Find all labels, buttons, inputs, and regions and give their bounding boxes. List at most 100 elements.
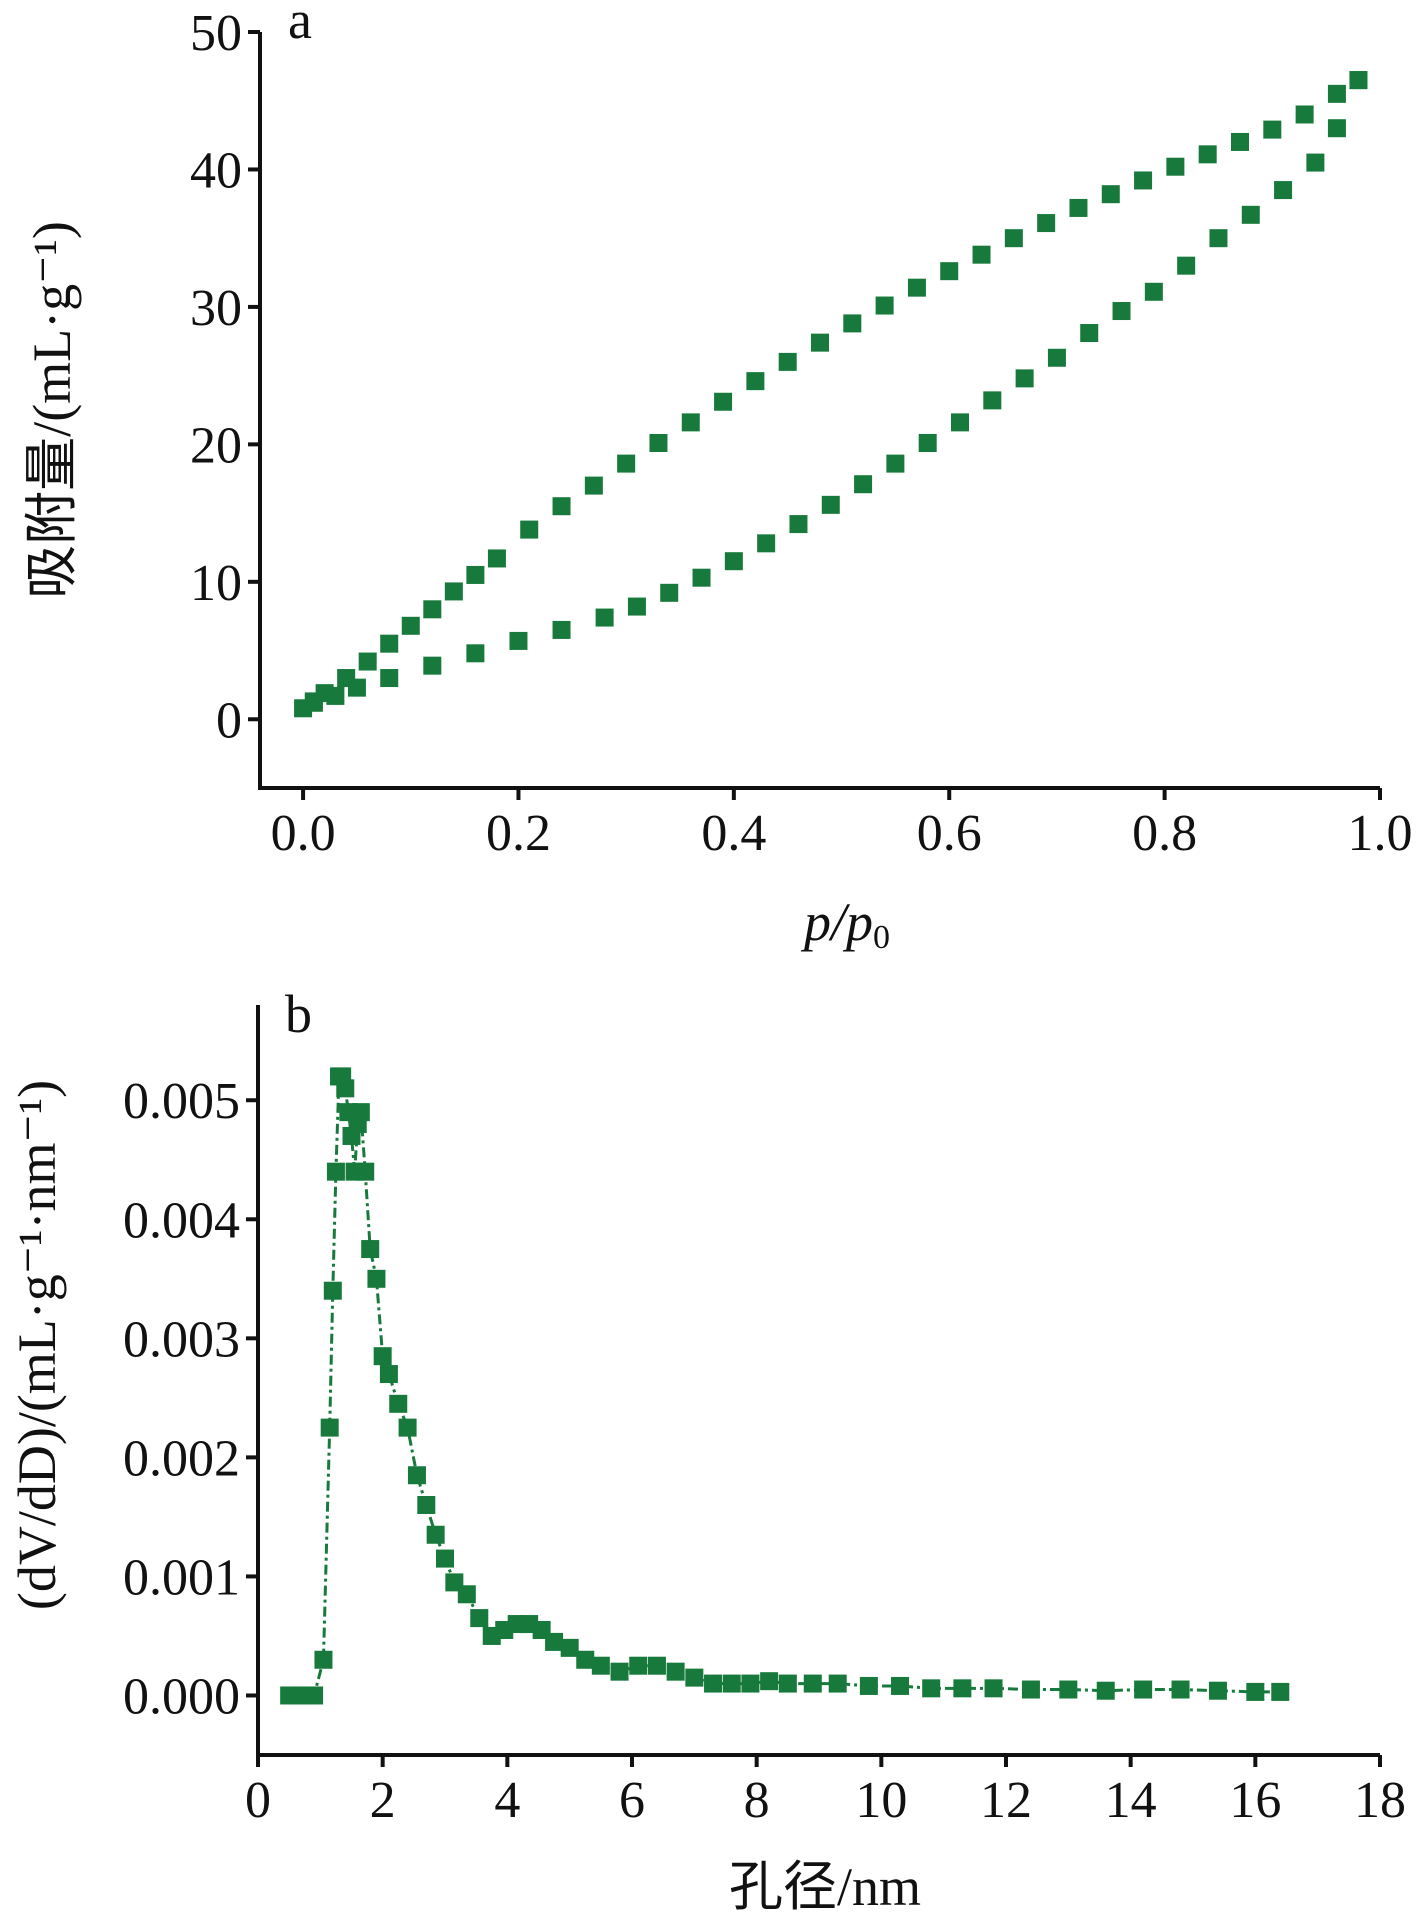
- panel-b-data-point: [560, 1638, 579, 1657]
- panel-b-data-point: [922, 1679, 941, 1698]
- panel-a-data-point: [724, 552, 743, 571]
- panel-b-data-point: [591, 1656, 610, 1675]
- panel-b-data-point: [361, 1240, 380, 1259]
- panel-b-data-point: [1171, 1680, 1190, 1699]
- panel-a-data-point: [1134, 171, 1153, 190]
- panel-a-axes: [258, 32, 1380, 790]
- panel-a-data-point: [757, 534, 776, 553]
- panel-a-data-point: [401, 616, 420, 635]
- panel-a-data-point: [358, 652, 377, 671]
- panel-b-axes: [256, 1005, 1380, 1757]
- panel-a-data-point: [1295, 105, 1314, 124]
- panel-b-data-point: [647, 1656, 666, 1675]
- panel-a-data-point: [347, 678, 366, 697]
- panel-a-data-point: [1144, 282, 1163, 301]
- panel-a-data-point: [821, 495, 840, 514]
- panel-a-data-point: [951, 413, 969, 432]
- panel-b-series-line: [289, 1074, 1281, 1697]
- panel-b-data-point: [1021, 1680, 1040, 1699]
- panel-a-x-axis-title-main: p/p: [800, 892, 873, 952]
- panel-a-data-point: [1101, 185, 1120, 204]
- panel-b-data-point: [545, 1632, 564, 1651]
- panel-a-y-tick-label: 10: [190, 555, 242, 612]
- panel-a-data-point: [627, 597, 646, 616]
- panel-b-y-axis-title: (dV/dD)/(mL·g⁻¹·nm⁻¹): [7, 1080, 67, 1610]
- panel-a-data-point: [811, 333, 829, 352]
- panel-b-x-tick-label: 2: [370, 1772, 396, 1829]
- panel-a-data-point: [1080, 324, 1099, 343]
- panel-a-data-point: [304, 693, 323, 712]
- panel-a-data-point: [1327, 119, 1346, 138]
- panel-a-x-tick-label: 0.4: [701, 805, 766, 862]
- panel-b-data-point: [407, 1466, 426, 1485]
- panel-b-data-point: [778, 1674, 797, 1693]
- panel-a-data-point: [972, 245, 991, 264]
- panel-a-y-tick-label: 40: [190, 142, 242, 199]
- panel-b-data-point: [803, 1674, 822, 1693]
- panel-b-data-point: [1208, 1681, 1227, 1700]
- panel-a-data-point: [552, 620, 571, 639]
- panel-b-x-tick-label: 8: [744, 1772, 770, 1829]
- panel-b-x-tick-label: 12: [980, 1772, 1032, 1829]
- panel-a-data-point: [907, 278, 926, 297]
- panel-b-data-point: [389, 1394, 408, 1413]
- panel-a-data-point: [380, 669, 399, 688]
- panel-a-data-point: [1263, 120, 1282, 139]
- panel-a-data-point: [423, 600, 442, 619]
- panel-a-data-point: [423, 656, 442, 675]
- panel-a-y-tick-label: 30: [190, 280, 242, 337]
- panel-b-x-tick-label: 14: [1105, 1772, 1157, 1829]
- panel-b-data-point: [457, 1585, 476, 1604]
- panel-b-data-point: [760, 1672, 779, 1691]
- panel-b-data-point: [953, 1679, 972, 1698]
- panel-b-data-point: [398, 1418, 417, 1437]
- panel-a-data-point: [649, 433, 668, 452]
- panel-b-data-point: [1059, 1680, 1078, 1699]
- panel-b-data-point: [704, 1674, 723, 1693]
- panel-a-data-point: [918, 433, 937, 452]
- panel-b-x-tick-label: 6: [619, 1772, 645, 1829]
- panel-a-y-tick-label: 0: [216, 692, 242, 749]
- panel-a-data-point: [854, 475, 873, 494]
- panel-a-data-point: [746, 372, 765, 391]
- panel-b-data-point: [436, 1549, 454, 1568]
- panel-b-data-point: [1134, 1680, 1153, 1699]
- panel-a-data-point: [1306, 153, 1325, 172]
- panel-b-label: b: [285, 984, 312, 1044]
- panel-a-data-point: [886, 454, 905, 473]
- panel-a-ticks: 0.0 0.2 0.4 0.6 0.8 1.0 0 10 20 30 40 50: [190, 5, 1413, 862]
- panel-a-data-point: [1037, 214, 1056, 233]
- panel-a-x-axis-title-sub: 0: [873, 919, 890, 956]
- panel-b-data-point: [576, 1650, 595, 1669]
- panel-a-x-tick-label: 1.0: [1348, 805, 1413, 862]
- panel-a-data-point: [1209, 229, 1228, 248]
- panel-b-x-tick-label: 0: [245, 1772, 271, 1829]
- panel-a-data-point: [1004, 229, 1023, 248]
- panel-a-data-point: [1166, 157, 1185, 176]
- panel-a-data-point: [487, 549, 506, 568]
- panel-a-data-point: [1231, 132, 1249, 151]
- panel-b-data-point: [1246, 1682, 1265, 1701]
- panel-a-data-point: [714, 392, 733, 411]
- panel-b-data-point: [666, 1662, 685, 1681]
- panel-b-marks: [280, 1067, 1290, 1705]
- panel-a-data-point: [778, 352, 797, 371]
- panel-b-data-point: [426, 1525, 445, 1544]
- panel-a-data-point: [1274, 181, 1293, 200]
- panel-a-data-point: [1177, 256, 1196, 275]
- panel-b-data-point: [367, 1269, 386, 1288]
- panel-b-data-point: [379, 1365, 398, 1384]
- panel-a-x-tick-label: 0.6: [917, 805, 982, 862]
- panel-b-data-point: [1096, 1681, 1115, 1700]
- panel-a-data-point: [380, 634, 399, 653]
- panel-b-y-tick-label: 0.004: [123, 1192, 240, 1249]
- panel-a-data-point: [843, 314, 862, 333]
- panel-b-x-tick-label: 16: [1229, 1772, 1281, 1829]
- panel-b-data-point: [305, 1686, 324, 1705]
- panel-a-data-point: [875, 296, 894, 315]
- panel-a-data-point: [692, 568, 711, 587]
- panel-a-data-point: [940, 262, 959, 281]
- panel-a-data-point: [617, 454, 636, 473]
- panel-a-data-point: [1198, 145, 1217, 164]
- panel-a-data-point: [1015, 369, 1034, 388]
